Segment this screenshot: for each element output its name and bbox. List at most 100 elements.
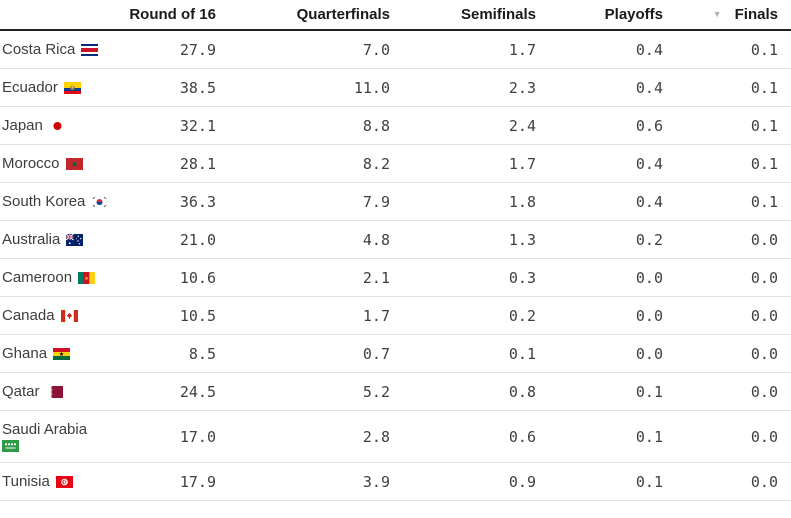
column-header-quarterfinals[interactable]: Quarterfinals [296,6,390,23]
costa-rica-flag-icon [81,43,99,56]
round-of-16-value: 36.3 [179,192,216,211]
country-name: Japan [2,117,43,134]
table-row-costa-rica: Costa Rica 27.9 7.0 1.7 0.4 0.1 [0,31,791,69]
semifinals-value: 0.1 [508,344,536,363]
playoffs-value: 0.2 [635,230,663,249]
country-name: Ecuador [2,79,58,96]
table-row-morocco: Morocco 28.1 8.2 1.7 0.4 0.1 [0,145,791,183]
quarterfinals-value: 8.8 [362,116,390,135]
column-header-semifinals[interactable]: Semifinals [460,6,536,23]
semifinals-value: 1.7 [508,40,536,59]
sort-descending-icon: ▼ [712,9,722,19]
playoffs-value: 0.1 [635,472,663,491]
playoffs-value: 0.1 [635,382,663,401]
australia-flag-icon [66,233,84,246]
semifinals-value: 1.7 [508,154,536,173]
finals-value: 0.1 [750,192,778,211]
finals-value: 0.0 [750,230,778,249]
country-name: South Korea [2,193,86,210]
round-of-16-value: 24.5 [179,382,216,401]
playoffs-value: 0.1 [635,427,663,446]
table-row-ecuador: Ecuador 38.5 11.0 2.3 0.4 0.1 [0,69,791,107]
round-of-16-value: 27.9 [179,40,216,59]
country-name: Tunisia [2,473,50,490]
playoffs-value: 0.0 [635,344,663,363]
quarterfinals-value: 5.2 [362,382,390,401]
country-name: Qatar [2,383,40,400]
quarterfinals-value: 4.8 [362,230,390,249]
qatar-flag-icon [45,385,63,398]
playoffs-value: 0.4 [635,78,663,97]
table-row-qatar: Qatar 24.5 5.2 0.8 0.1 0.0 [0,373,791,411]
south-korea-flag-icon [91,195,109,208]
semifinals-value: 1.8 [508,192,536,211]
semifinals-value: 2.4 [508,116,536,135]
quarterfinals-value: 2.8 [362,427,390,446]
table-header-row: Round of 16 Quarterfinals Semifinals Pla… [0,0,791,31]
quarterfinals-value: 11.0 [353,78,390,97]
semifinals-value: 1.3 [508,230,536,249]
ecuador-flag-icon [63,81,81,94]
semifinals-value: 0.9 [508,472,536,491]
playoffs-value: 0.6 [635,116,663,135]
semifinals-value: 0.2 [508,306,536,325]
table-row-cameroon: Cameroon 10.6 2.1 0.3 0.0 0.0 [0,259,791,297]
quarterfinals-value: 3.9 [362,472,390,491]
country-name: Costa Rica [2,41,76,58]
round-of-16-value: 17.0 [179,427,216,446]
column-header-playoffs[interactable]: Playoffs [604,6,663,23]
round-of-16-value: 32.1 [179,116,216,135]
round-of-16-value: 8.5 [188,344,216,363]
quarterfinals-value: 8.2 [362,154,390,173]
country-name: Morocco [2,155,60,172]
playoffs-value: 0.4 [635,154,663,173]
table-row-canada: Canada 10.5 1.7 0.2 0.0 0.0 [0,297,791,335]
column-header-finals-label: Finals [734,6,778,23]
finals-value: 0.1 [750,40,778,59]
round-of-16-value: 10.6 [179,268,216,287]
finals-value: 0.1 [750,78,778,97]
playoffs-value: 0.0 [635,306,663,325]
playoffs-value: 0.0 [635,268,663,287]
quarterfinals-value: 2.1 [362,268,390,287]
semifinals-value: 0.3 [508,268,536,287]
table-row-japan: Japan 32.1 8.8 2.4 0.6 0.1 [0,107,791,145]
world-cup-odds-table: Round of 16 Quarterfinals Semifinals Pla… [0,0,791,501]
finals-value: 0.0 [750,382,778,401]
column-header-round-of-16[interactable]: Round of 16 [129,6,216,23]
canada-flag-icon [60,309,78,322]
round-of-16-value: 38.5 [179,78,216,97]
cameroon-flag-icon [78,271,96,284]
table-row-ghana: Ghana 8.5 0.7 0.1 0.0 0.0 [0,335,791,373]
table-row-saudi-arabia: Saudi Arabia 17.0 2.8 0.6 0.1 0.0 [0,411,791,463]
country-name: Saudi Arabia [2,421,88,438]
saudi-arabia-flag-icon [2,440,19,452]
semifinals-value: 0.6 [508,427,536,446]
column-header-finals[interactable]: ▼ Finals [663,6,778,23]
table-row-tunisia: Tunisia 17.9 3.9 0.9 0.1 0.0 [0,463,791,501]
quarterfinals-value: 7.0 [362,40,390,59]
playoffs-value: 0.4 [635,40,663,59]
playoffs-value: 0.4 [635,192,663,211]
country-name: Ghana [2,345,48,362]
round-of-16-value: 28.1 [179,154,216,173]
quarterfinals-value: 7.9 [362,192,390,211]
quarterfinals-value: 1.7 [362,306,390,325]
round-of-16-value: 10.5 [179,306,216,325]
tunisia-flag-icon [55,475,73,488]
ghana-flag-icon [53,347,71,360]
table-row-south-korea: South Korea 36.3 7.9 1.8 0.4 0.1 [0,183,791,221]
country-name: Cameroon [2,269,73,286]
country-name: Canada [2,307,55,324]
finals-value: 0.0 [750,344,778,363]
morocco-flag-icon [65,157,83,170]
finals-value: 0.0 [750,306,778,325]
country-name: Australia [2,231,61,248]
finals-value: 0.0 [750,268,778,287]
round-of-16-value: 21.0 [179,230,216,249]
finals-value: 0.1 [750,116,778,135]
quarterfinals-value: 0.7 [362,344,390,363]
japan-flag-icon [48,119,66,132]
finals-value: 0.1 [750,154,778,173]
semifinals-value: 0.8 [508,382,536,401]
